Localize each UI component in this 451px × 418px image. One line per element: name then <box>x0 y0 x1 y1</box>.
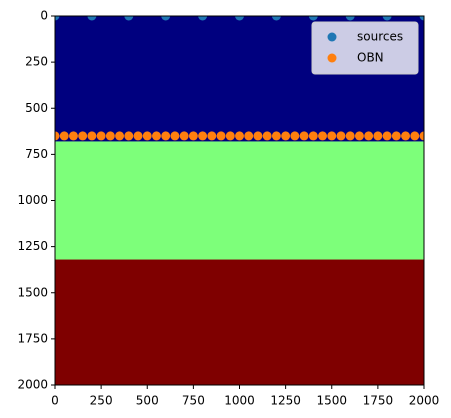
point <box>198 16 208 21</box>
point <box>87 16 97 21</box>
x-tick-label: 1500 <box>316 394 347 408</box>
point <box>373 131 383 141</box>
x-tick-label: 2000 <box>409 394 440 408</box>
y-tick-label: 1500 <box>17 285 48 299</box>
point <box>133 131 143 141</box>
legend-label: sources <box>357 30 403 44</box>
point <box>96 131 106 141</box>
point <box>115 131 125 141</box>
point <box>308 131 318 141</box>
y-tick-label: 250 <box>25 55 48 69</box>
point <box>161 131 171 141</box>
point <box>299 131 309 141</box>
point <box>318 131 328 141</box>
point <box>271 16 281 21</box>
x-tick-label: 1000 <box>224 394 255 408</box>
point <box>151 131 161 141</box>
y-tick-label: 500 <box>25 101 48 115</box>
x-tick-label: 1250 <box>270 394 301 408</box>
point <box>262 131 272 141</box>
legend-marker <box>327 53 337 63</box>
point <box>235 131 244 141</box>
point <box>401 131 411 141</box>
point <box>290 131 300 141</box>
point <box>225 131 235 141</box>
x-tick-label: 250 <box>90 394 113 408</box>
x-tick-label: 1750 <box>363 394 394 408</box>
points <box>55 16 424 141</box>
point <box>382 131 392 141</box>
point <box>105 131 115 141</box>
point <box>281 131 291 141</box>
point <box>216 131 226 141</box>
point <box>142 131 152 141</box>
layer <box>55 141 424 260</box>
point <box>207 131 217 141</box>
point <box>410 131 420 141</box>
point <box>327 131 337 141</box>
point <box>345 16 355 21</box>
legend-label: OBN <box>357 51 384 65</box>
legend-box <box>311 21 419 75</box>
point <box>235 16 244 21</box>
point <box>78 131 88 141</box>
point <box>55 16 60 21</box>
point <box>345 131 355 141</box>
layer <box>55 259 424 385</box>
point <box>170 131 180 141</box>
point <box>419 131 424 141</box>
point <box>382 16 392 21</box>
point <box>364 131 374 141</box>
point <box>59 131 69 141</box>
point <box>244 131 254 141</box>
x-tick-label: 500 <box>136 394 159 408</box>
point <box>124 131 134 141</box>
legend-marker <box>327 32 337 42</box>
point <box>124 16 134 21</box>
point <box>87 131 97 141</box>
point <box>198 131 208 141</box>
point <box>308 16 318 21</box>
point <box>253 131 263 141</box>
y-tick-label: 0 <box>40 9 48 23</box>
y-tick-label: 1000 <box>17 193 48 207</box>
point <box>188 131 198 141</box>
point <box>419 16 424 21</box>
point <box>55 131 60 141</box>
y-tick-label: 1250 <box>17 239 48 253</box>
point <box>179 131 189 141</box>
point <box>391 131 401 141</box>
y-tick-label: 750 <box>25 147 48 161</box>
y-tick-label: 1750 <box>17 331 48 345</box>
y-tick-label: 2000 <box>17 378 48 392</box>
point <box>336 131 346 141</box>
x-tick-label: 750 <box>182 394 205 408</box>
point <box>161 16 171 21</box>
point <box>271 131 281 141</box>
point <box>354 131 364 141</box>
x-tick-label: 0 <box>51 394 59 408</box>
point <box>68 131 78 141</box>
